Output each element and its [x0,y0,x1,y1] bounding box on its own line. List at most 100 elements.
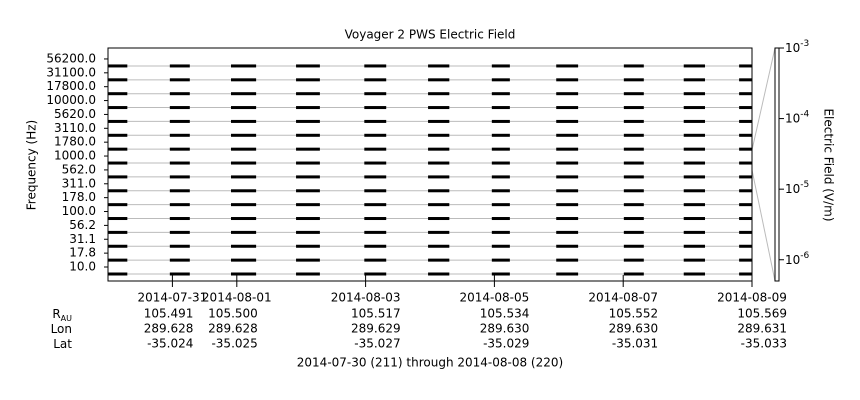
trace-segment [108,119,128,123]
trace-segment [623,244,644,248]
trace-segment [428,258,450,262]
trace-segment [491,272,510,276]
trace-segment [169,230,190,234]
trace-segment [231,244,257,248]
trace-segment [364,64,387,68]
trace-segment [491,217,510,221]
trace-segment [739,244,752,248]
trace-segment [491,244,510,248]
trace-segment [556,244,579,248]
trace-segment [108,133,128,137]
trace-segment [556,203,579,207]
trace-segment [428,119,450,123]
colorbar-tick-base: 10 [785,182,800,196]
colorbar-tick-label: 10-3 [785,39,809,55]
trace-segment [169,258,190,262]
colorbar-connectors [751,47,776,282]
trace-segment [231,175,257,179]
trace-segment [428,175,450,179]
colorbar-tick-base: 10 [785,41,800,55]
trace-segment [683,189,705,193]
trace-segment [428,161,450,165]
trace-segment [623,92,644,96]
trace-segment [108,217,128,221]
trace-segment [683,244,705,248]
ephemeris-label: RAU [52,307,72,323]
trace-segment [623,106,644,110]
trace-segment [364,119,387,123]
trace-segment [556,133,579,137]
trace-segment [739,106,752,110]
trace-segment [491,106,510,110]
trace-segment [108,78,128,82]
colorbar [774,47,780,282]
ephemeris-value: 105.517 [351,307,401,321]
trace-segment [364,258,387,262]
trace-segment [739,230,752,234]
connector [751,47,776,151]
ephemeris-value: -35.025 [211,337,257,351]
trace-segment [169,78,190,82]
ephemeris-value: 105.500 [208,307,258,321]
trace-segment [231,147,257,151]
trace-segment [428,78,450,82]
y-tick-label: 100.0 [62,204,96,218]
trace-segment [739,92,752,96]
trace-segment [296,189,320,193]
x-tick-label: 2014-08-01 [202,291,272,305]
trace-segment [231,133,257,137]
trace-segment [169,147,190,151]
x-tick-label: 2014-07-31 [138,291,208,305]
trace-segment [296,258,320,262]
colorbar-tick-label: 10-4 [785,109,810,125]
trace-segment [491,161,510,165]
trace-segment [296,119,320,123]
trace-segment [108,175,128,179]
trace-segment [683,106,705,110]
ephemeris-value: 289.630 [480,322,530,336]
trace-segment [739,203,752,207]
ephemeris-value: 289.629 [351,322,401,336]
trace-segment [296,147,320,151]
trace-segment [623,175,644,179]
y-tick-label: 3110.0 [54,121,96,135]
y-tick-label: 17.8 [69,246,96,260]
trace-segment [296,244,320,248]
trace-segment [556,106,579,110]
trace-segment [296,64,320,68]
trace-segment [231,230,257,234]
trace-segment [108,189,128,193]
trace-segment [108,161,128,165]
trace-segment [296,272,320,276]
x-tick-label: 2014-08-05 [460,291,530,305]
trace-segment [739,258,752,262]
trace-segment [364,244,387,248]
colorbar-tick-exponent: -5 [800,180,809,190]
ephemeris-value: 105.552 [609,307,659,321]
ephemeris-value: 289.630 [609,322,659,336]
ephemeris-value: 289.631 [737,322,787,336]
trace-segment [296,133,320,137]
trace-segment [169,189,190,193]
trace-segment [491,203,510,207]
trace-segment [108,230,128,234]
trace-segment [491,64,510,68]
trace-segment [231,258,257,262]
x-tick-label: 2014-08-07 [588,291,658,305]
trace-segment [683,92,705,96]
trace-segment [364,106,387,110]
ephemeris-value: -35.024 [147,337,193,351]
ephemeris-label-sub: AU [61,314,72,323]
colorbar-tick-base: 10 [785,252,800,266]
trace-segment [683,119,705,123]
y-tick-label: 178.0 [62,190,96,204]
trace-segment [296,92,320,96]
trace-segment [169,244,190,248]
trace-segment [739,147,752,151]
trace-segment [683,133,705,137]
trace-segment [108,106,128,110]
trace-segment [491,175,510,179]
ephemeris-value: 289.628 [144,322,194,336]
trace-segment [556,217,579,221]
trace-segment [296,230,320,234]
